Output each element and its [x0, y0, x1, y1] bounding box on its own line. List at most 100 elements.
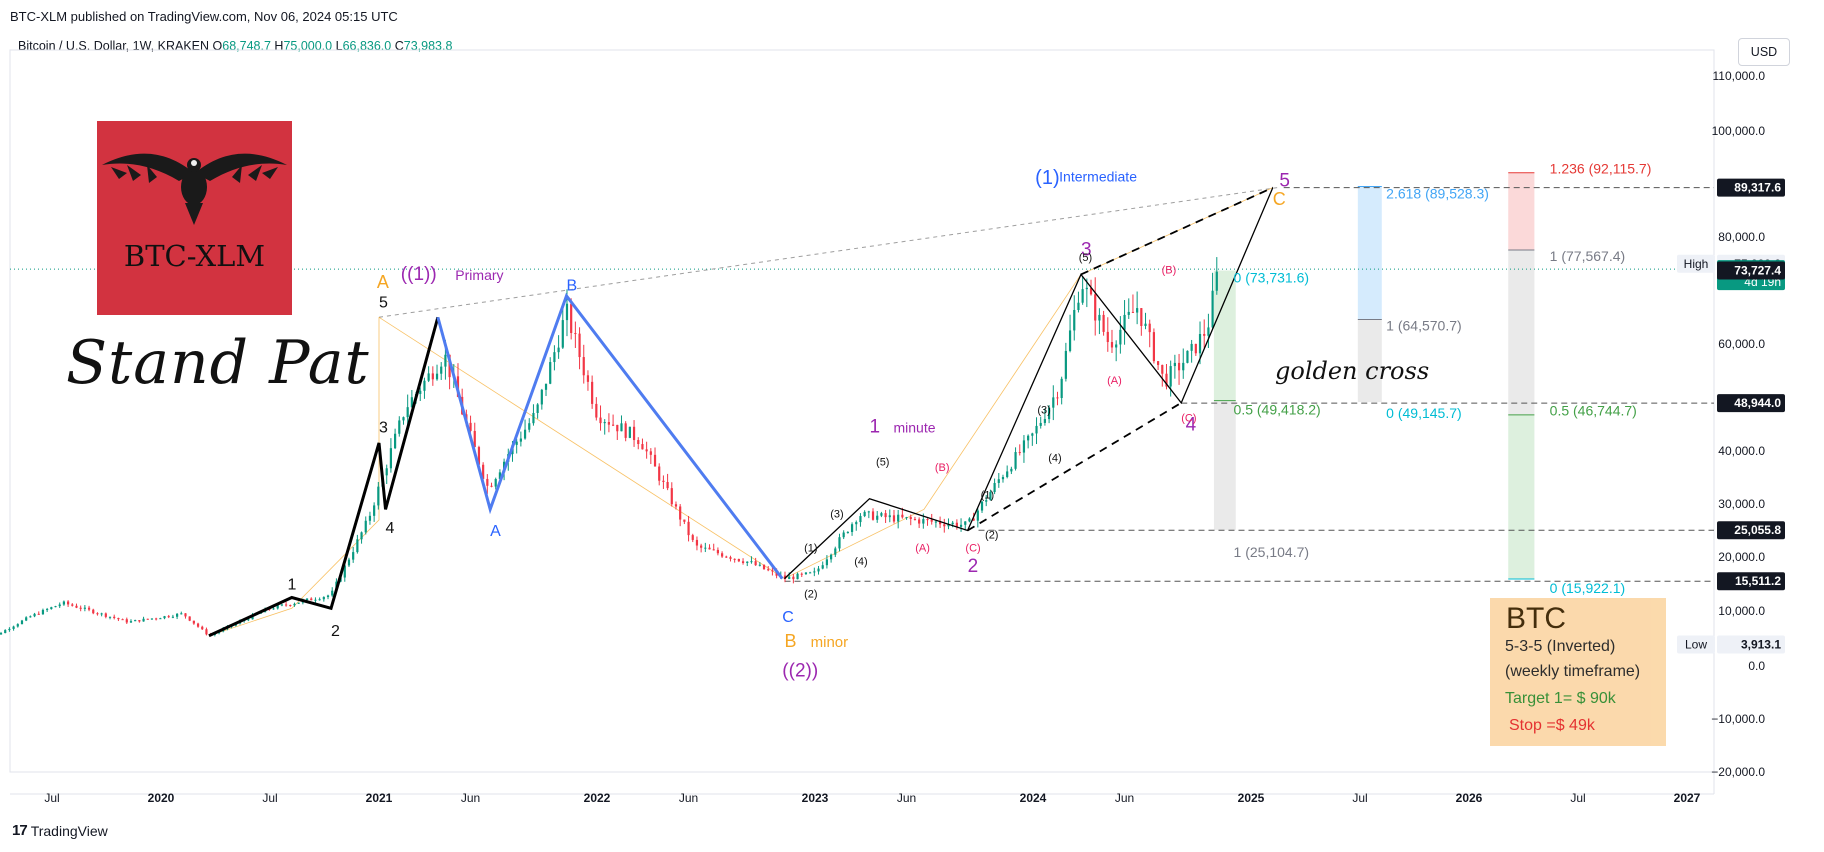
- candle-body: [1123, 314, 1126, 330]
- wave-label: (5): [876, 456, 889, 468]
- candle-body: [662, 480, 665, 482]
- currency-selector[interactable]: USD: [1738, 38, 1790, 66]
- candle-body: [1085, 287, 1088, 290]
- price-tag-box: [1717, 521, 1785, 540]
- candle-body: [0, 633, 3, 635]
- wave-label: C: [1273, 189, 1286, 209]
- candle-body: [846, 531, 849, 533]
- candle-body: [519, 438, 522, 442]
- candle-body: [146, 618, 149, 620]
- fib-label: 0.5 (49,418.2): [1234, 402, 1321, 418]
- x-tick-label: Jun: [461, 791, 480, 805]
- candle-body: [938, 521, 942, 525]
- candle-body: [314, 599, 317, 601]
- wave-label: (5): [1079, 252, 1092, 264]
- candle-body: [406, 407, 409, 418]
- candle-body: [188, 616, 191, 621]
- candle-body: [469, 422, 472, 431]
- y-tick-label: −10,000.0: [1711, 712, 1765, 726]
- candle-body: [1127, 311, 1130, 315]
- upper-channel-dashed: [378, 187, 1278, 318]
- wave-label: (3): [1037, 405, 1050, 417]
- fib-band-gray-1: [1357, 319, 1382, 403]
- minute-waves: [784, 187, 1274, 580]
- candle-body: [565, 303, 569, 321]
- candle-body: [1186, 350, 1189, 363]
- candle-body: [754, 561, 757, 566]
- candle-body: [540, 389, 543, 405]
- candle-body: [196, 623, 200, 627]
- candle-body: [695, 539, 699, 546]
- candle-body: [670, 488, 673, 505]
- candle-body: [1022, 440, 1026, 453]
- wave-label: (3): [830, 508, 843, 520]
- candle-body: [293, 603, 296, 606]
- candle-body: [1119, 329, 1122, 345]
- wave-label: (B): [1162, 264, 1177, 276]
- candle-body: [83, 607, 86, 609]
- tradingview-footer[interactable]: 17 TradingView: [12, 822, 108, 839]
- candle-body: [674, 504, 678, 507]
- candle-body: [494, 478, 497, 487]
- candle-body: [867, 511, 870, 513]
- golden-cross-annotation: golden cross: [1275, 357, 1430, 385]
- candle-body: [1110, 342, 1114, 348]
- wave-label: 1: [287, 576, 296, 593]
- candle-body: [972, 518, 975, 521]
- candle-body: [364, 520, 367, 533]
- candle-body: [16, 624, 19, 627]
- candle-body: [687, 521, 690, 536]
- fib-band-red: [1508, 172, 1535, 251]
- candle-body: [909, 517, 912, 519]
- candle-body: [347, 559, 351, 566]
- x-tick-label: 2023: [802, 791, 829, 805]
- candle-body: [645, 449, 648, 452]
- price-tag-label: 3,913.1: [1741, 637, 1781, 651]
- price-tag-label: 15,511.2: [1735, 574, 1781, 588]
- wave-label: (2): [804, 589, 817, 601]
- candle-body: [834, 548, 837, 555]
- candle-body: [532, 412, 535, 424]
- candle-body: [591, 381, 594, 404]
- candle-body: [326, 595, 330, 598]
- orange-wave-path: [208, 317, 380, 637]
- candle-body: [377, 486, 380, 506]
- candle-body: [150, 618, 154, 620]
- candle-body: [1190, 343, 1193, 351]
- x-tick-label: Jul: [262, 791, 277, 805]
- candle-body: [1073, 310, 1076, 331]
- candle-body: [66, 601, 70, 605]
- candle-body: [54, 606, 57, 608]
- candle-body: [876, 515, 879, 520]
- candle-body: [771, 570, 774, 572]
- fib-label: 1 (25,104.7): [1234, 544, 1310, 560]
- candle-body: [125, 619, 128, 623]
- info-stop: Stop =$ 49k: [1509, 717, 1595, 734]
- candle-body: [305, 598, 309, 601]
- x-tick-label: 2024: [1020, 791, 1047, 805]
- candle-body: [20, 620, 24, 625]
- candle-body: [821, 565, 824, 569]
- candle-body: [1152, 332, 1156, 362]
- candle-body: [708, 547, 711, 550]
- y-tick-label: 20,000.0: [1718, 550, 1765, 564]
- y-tick-label: 100,000.0: [1712, 124, 1766, 138]
- candle-body: [691, 535, 694, 540]
- handwritten-title: Stand Pat: [66, 328, 370, 398]
- fib-label: 1 (77,567.4): [1550, 248, 1626, 264]
- candle-body: [813, 571, 816, 573]
- candle-body: [1207, 327, 1210, 336]
- candle-body: [4, 630, 7, 634]
- fib-band-gray-2: [1213, 400, 1236, 530]
- candle-body: [477, 447, 481, 465]
- candle-body: [62, 601, 66, 605]
- candle-body: [423, 380, 426, 391]
- x-tick-label: 2027: [1674, 791, 1701, 805]
- candle-body: [716, 549, 720, 554]
- candle-body: [129, 621, 133, 623]
- candle-body: [918, 519, 921, 524]
- fib-label: 0 (73,731.6): [1234, 269, 1310, 285]
- candle-body: [725, 556, 728, 558]
- wave-label: (2): [985, 529, 998, 541]
